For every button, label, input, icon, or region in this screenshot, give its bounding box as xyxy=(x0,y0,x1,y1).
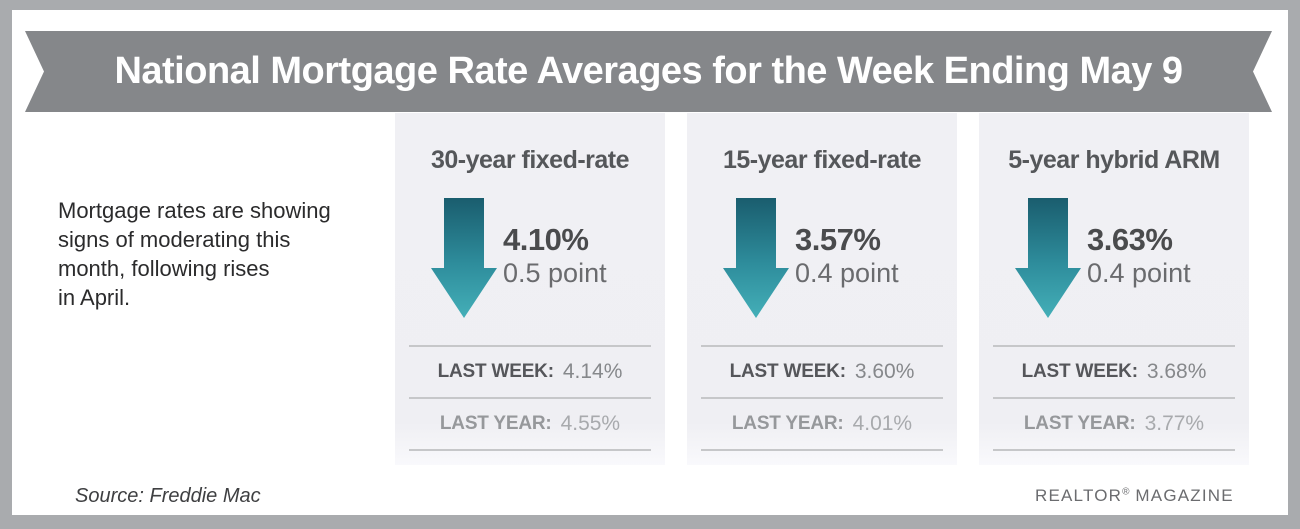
points: 0.5 point xyxy=(503,258,607,288)
card-title: 30-year fixed-rate xyxy=(430,146,630,174)
registered-trademark-icon: ® xyxy=(1122,486,1130,498)
stats-table: LAST WEEK: 4.14% LAST YEAR: 4.55% xyxy=(409,345,651,451)
page-border-bottom xyxy=(0,515,1300,529)
intro-line: Mortgage rates are showing xyxy=(58,198,331,223)
card-title: 15-year fixed-rate xyxy=(722,146,922,174)
rate-block: 3.63% 0.4 point xyxy=(1087,223,1191,290)
magazine-rest: MAGAZINE xyxy=(1129,486,1234,505)
card-title: 5-year hybrid ARM xyxy=(1008,146,1220,174)
last-week-label: LAST WEEK: xyxy=(1021,361,1138,382)
intro-line: month, following rises xyxy=(58,256,270,281)
last-year-label: LAST YEAR: xyxy=(439,413,552,434)
last-year-value: 4.01% xyxy=(852,412,913,435)
down-arrow-icon xyxy=(431,198,497,318)
last-year-row: LAST YEAR: 4.55% xyxy=(409,397,651,451)
last-week-label: LAST WEEK: xyxy=(437,361,554,382)
current-rate: 3.57% xyxy=(795,222,881,257)
rate-card-5-year-arm: 5-year hybrid ARM 3.63% 0.4 point LAST W… xyxy=(979,113,1249,465)
points: 0.4 point xyxy=(1087,258,1191,288)
intro-line: signs of moderating this xyxy=(58,227,291,252)
current-rate: 4.10% xyxy=(503,222,589,257)
page-border-top xyxy=(0,0,1300,10)
page-border-left xyxy=(0,0,12,529)
last-week-row: LAST WEEK: 3.68% xyxy=(993,345,1235,397)
magazine-name: REALTOR xyxy=(1035,486,1123,505)
last-year-row: LAST YEAR: 3.77% xyxy=(993,397,1235,451)
stats-table: LAST WEEK: 3.60% LAST YEAR: 4.01% xyxy=(701,345,943,451)
current-rate: 3.63% xyxy=(1087,222,1173,257)
last-year-value: 3.77% xyxy=(1144,412,1205,435)
down-arrow-icon xyxy=(723,198,789,318)
last-week-value: 3.68% xyxy=(1146,360,1207,383)
rate-card-30-year-fixed: 30-year fixed-rate 4.10% 0.5 point LAST … xyxy=(395,113,665,465)
ribbon-banner: National Mortgage Rate Averages for the … xyxy=(25,31,1272,112)
stats-table: LAST WEEK: 3.68% LAST YEAR: 3.77% xyxy=(993,345,1235,451)
points: 0.4 point xyxy=(795,258,899,288)
intro-text: Mortgage rates are showing signs of mode… xyxy=(58,196,331,312)
rate-block: 3.57% 0.4 point xyxy=(795,223,899,290)
last-week-value: 3.60% xyxy=(854,360,915,383)
down-arrow-icon xyxy=(1015,198,1081,318)
last-year-row: LAST YEAR: 4.01% xyxy=(701,397,943,451)
last-year-value: 4.55% xyxy=(560,412,621,435)
page-title: National Mortgage Rate Averages for the … xyxy=(114,50,1183,92)
last-year-label: LAST YEAR: xyxy=(731,413,844,434)
magazine-credit: REALTOR® MAGAZINE xyxy=(1035,486,1234,506)
last-week-row: LAST WEEK: 3.60% xyxy=(701,345,943,397)
rate-block: 4.10% 0.5 point xyxy=(503,223,607,290)
last-week-row: LAST WEEK: 4.14% xyxy=(409,345,651,397)
source-attribution: Source: Freddie Mac xyxy=(75,485,261,507)
page-border-right xyxy=(1288,0,1300,529)
rate-card-15-year-fixed: 15-year fixed-rate 3.57% 0.4 point LAST … xyxy=(687,113,957,465)
intro-line: in April. xyxy=(58,285,131,310)
last-week-value: 4.14% xyxy=(562,360,623,383)
last-year-label: LAST YEAR: xyxy=(1023,413,1136,434)
last-week-label: LAST WEEK: xyxy=(729,361,846,382)
